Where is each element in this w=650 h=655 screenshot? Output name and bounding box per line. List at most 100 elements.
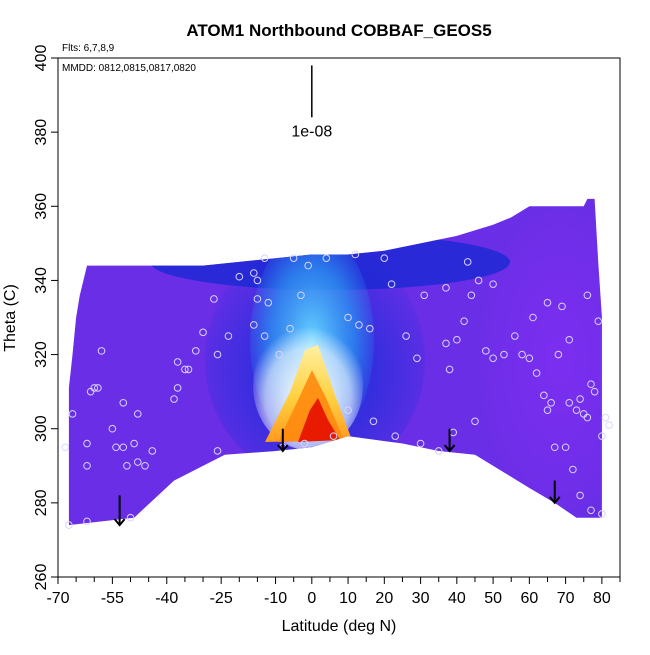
data-marker — [289, 254, 298, 262]
data-marker — [275, 350, 283, 359]
data-marker — [380, 254, 389, 262]
data-marker — [402, 332, 410, 340]
data-marker — [550, 443, 559, 452]
x-tick-label: 40 — [448, 590, 466, 607]
y-tick-label: 280 — [33, 489, 50, 516]
x-tick-label: 50 — [484, 590, 502, 607]
data-marker — [329, 432, 338, 440]
data-marker — [489, 280, 497, 288]
data-marker — [184, 365, 193, 374]
data-marker — [366, 324, 374, 333]
data-marker — [369, 417, 378, 426]
data-marker — [500, 350, 508, 359]
data-marker — [119, 443, 128, 452]
data-marker — [576, 491, 584, 500]
data-marker — [83, 461, 91, 470]
data-marker — [253, 276, 262, 285]
data-marker — [391, 432, 400, 440]
surface-arrow — [443, 428, 456, 453]
chart-dates-label: MMDD: 0812,0815,0817,0820 — [62, 63, 196, 74]
data-marker — [108, 424, 117, 433]
data-marker — [148, 447, 157, 455]
y-tick-label: 400 — [33, 45, 50, 72]
data-marker — [572, 406, 581, 414]
data-marker — [90, 384, 99, 392]
data-marker — [297, 291, 305, 300]
data-marker — [453, 335, 461, 344]
data-marker — [558, 302, 566, 311]
data-marker — [351, 250, 360, 259]
data-marker — [518, 350, 526, 359]
y-tick-label: 340 — [33, 267, 50, 294]
y-tick-label: 260 — [33, 564, 50, 591]
data-marker — [300, 439, 309, 448]
data-marker — [213, 447, 222, 455]
data-marker — [68, 410, 77, 418]
data-marker — [598, 510, 606, 518]
data-marker — [511, 332, 519, 340]
data-marker — [471, 417, 479, 426]
plot-frame — [57, 57, 621, 578]
data-marker — [594, 317, 603, 326]
x-tick-label: 60 — [520, 590, 538, 607]
data-marker — [525, 354, 534, 363]
field-red-core — [298, 398, 340, 442]
x-tick-label: 70 — [557, 590, 575, 607]
data-marker — [587, 506, 595, 515]
data-marker — [420, 291, 429, 300]
data-marker — [543, 406, 552, 414]
x-tick-label: 30 — [412, 590, 430, 607]
data-marker — [482, 347, 490, 355]
x-tick-label: 20 — [375, 590, 393, 607]
data-marker — [413, 354, 421, 363]
data-marker — [213, 350, 222, 359]
data-marker — [286, 324, 294, 333]
data-marker — [460, 317, 468, 326]
data-marker — [83, 439, 91, 448]
data-marker — [583, 413, 592, 422]
data-marker — [264, 298, 273, 307]
y-tick-label: 320 — [33, 341, 50, 368]
data-marker — [322, 254, 331, 262]
data-marker — [249, 269, 258, 277]
y-tick-label: 300 — [33, 415, 50, 442]
data-marker — [126, 513, 135, 522]
x-tick-label: 0 — [307, 590, 316, 607]
data-marker — [97, 347, 106, 355]
data-marker — [133, 410, 142, 418]
x-tick-label: 10 — [339, 590, 357, 607]
data-marker — [598, 432, 606, 440]
y-tick-label: 380 — [33, 119, 50, 146]
data-marker — [569, 465, 577, 474]
arrow-head — [277, 444, 289, 453]
data-marker — [130, 439, 138, 448]
data-marker — [235, 272, 244, 281]
data-marker — [65, 521, 73, 529]
x-tick-label: 80 — [593, 590, 611, 607]
x-axis: -70 -55 -40 -25 -10 0 10 20 30 40 50 60 70 80 — [46, 577, 621, 607]
y-tick-label: 360 — [33, 193, 50, 220]
chart-title: ATOM1 Northbound COBBAF_GEOS5 — [186, 21, 491, 40]
data-marker — [344, 406, 352, 414]
x-tick-label: -25 — [210, 590, 233, 607]
data-marker — [173, 358, 182, 366]
data-marker — [442, 284, 450, 292]
data-marker — [587, 380, 595, 389]
data-marker — [416, 439, 425, 448]
x-tick-label: -55 — [101, 590, 124, 607]
y-axis: 260 280 300 320 340 360 380 400 — [33, 45, 58, 591]
data-marker — [565, 398, 574, 407]
data-marker — [199, 328, 207, 337]
data-marker — [112, 443, 120, 452]
data-marker — [304, 261, 312, 270]
data-marker — [94, 384, 102, 392]
data-marker — [173, 384, 182, 392]
data-marker — [61, 443, 70, 452]
surface-arrow — [113, 495, 126, 527]
data-marker — [532, 369, 541, 377]
data-marker — [253, 295, 262, 303]
data-marker — [467, 291, 476, 300]
data-marker — [474, 276, 483, 285]
surface-arrow — [277, 428, 289, 453]
